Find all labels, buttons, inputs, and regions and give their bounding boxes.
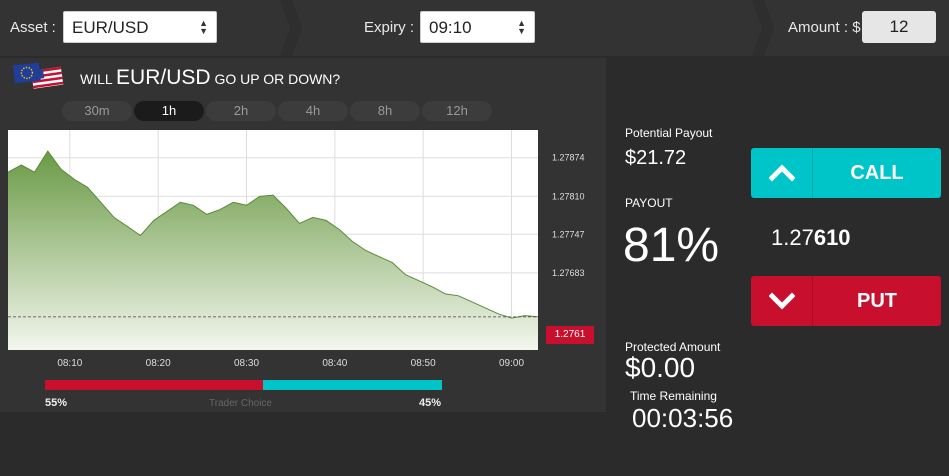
potential-payout-label: Potential Payout bbox=[625, 126, 713, 140]
expiry-label: Expiry : bbox=[364, 19, 415, 36]
bottom-strip bbox=[0, 412, 606, 476]
trader-choice-label: Trader Choice bbox=[209, 398, 272, 409]
current-price-tag: 1.2761 bbox=[546, 326, 594, 344]
put-percent: 55% bbox=[45, 397, 68, 409]
eu-us-flag-icon bbox=[13, 62, 64, 89]
tab-timeframe-8h[interactable]: 8h bbox=[350, 101, 420, 121]
call-percent: 45% bbox=[419, 397, 442, 409]
question-pair: EUR/USD bbox=[116, 66, 211, 89]
protected-amount-label: Protected Amount bbox=[625, 340, 721, 354]
tab-timeframe-30m[interactable]: 30m bbox=[62, 101, 132, 121]
time-remaining-label: Time Remaining bbox=[630, 389, 717, 403]
y-tick-label: 1.27810 bbox=[552, 191, 585, 201]
y-axis-ticks: 1.27874 1.27810 1.27747 1.27683 bbox=[552, 153, 585, 278]
tab-timeframe-12h[interactable]: 12h bbox=[422, 101, 492, 121]
tab-timeframe-2h[interactable]: 2h bbox=[206, 101, 276, 121]
current-rate-main: 1.27 bbox=[771, 225, 814, 250]
x-axis-ticks: 08:10 08:20 08:30 08:40 08:50 09:00 bbox=[57, 358, 524, 369]
select-arrows-icon: ▲ ▼ bbox=[199, 18, 208, 36]
put-button-label: PUT bbox=[857, 290, 897, 312]
payout-label: PAYOUT bbox=[625, 196, 673, 210]
expiry-select[interactable]: 09:10 ▲ ▼ bbox=[420, 11, 535, 43]
top-bar: Asset : EUR/USD ▲ ▼ Expiry : 09:10 ▲ ▼ Amo… bbox=[0, 0, 949, 56]
call-button-label: CALL bbox=[850, 162, 904, 184]
question-text: WILL EUR/USD GO UP OR DOWN? bbox=[80, 66, 340, 90]
call-button[interactable]: CALL bbox=[751, 148, 941, 198]
x-tick-label: 08:10 bbox=[57, 358, 82, 369]
chevron-down-icon bbox=[751, 276, 813, 326]
price-line bbox=[8, 150, 539, 319]
amount-input[interactable]: 12 bbox=[862, 11, 936, 43]
price-area bbox=[8, 151, 538, 350]
put-button[interactable]: PUT bbox=[751, 276, 941, 326]
tab-timeframe-1h[interactable]: 1h bbox=[134, 101, 204, 121]
y-tick-label: 1.27747 bbox=[552, 229, 585, 239]
x-tick-label: 08:20 bbox=[146, 358, 171, 369]
x-tick-label: 09:00 bbox=[499, 358, 524, 369]
expiry-value: 09:10 bbox=[429, 18, 472, 37]
y-tick-label: 1.27683 bbox=[552, 268, 585, 278]
question-suffix: GO UP OR DOWN? bbox=[214, 71, 341, 87]
potential-payout-value: $21.72 bbox=[625, 147, 687, 169]
y-tick-label: 1.27874 bbox=[552, 153, 585, 163]
asset-value: EUR/USD bbox=[72, 18, 149, 37]
question-prefix: WILL bbox=[80, 71, 113, 87]
select-arrows-icon: ▲ ▼ bbox=[517, 18, 526, 36]
x-tick-label: 08:50 bbox=[411, 358, 436, 369]
current-rate: 1.27610 bbox=[771, 225, 851, 251]
asset-label: Asset : bbox=[10, 19, 56, 36]
payout-value: 81% bbox=[623, 219, 720, 272]
protected-amount-value: $0.00 bbox=[625, 352, 696, 383]
x-tick-label: 08:30 bbox=[234, 358, 259, 369]
tab-timeframe-4h[interactable]: 4h bbox=[278, 101, 348, 121]
put-sentiment-bar bbox=[45, 380, 264, 390]
time-remaining-value: 00:03:56 bbox=[632, 403, 734, 433]
current-rate-bold: 610 bbox=[813, 225, 851, 250]
asset-select[interactable]: EUR/USD ▲ ▼ bbox=[63, 11, 217, 43]
chevron-up-icon bbox=[751, 148, 813, 198]
call-sentiment-bar bbox=[263, 380, 442, 390]
x-tick-label: 08:40 bbox=[322, 358, 347, 369]
amount-label: Amount : $ bbox=[788, 19, 861, 36]
